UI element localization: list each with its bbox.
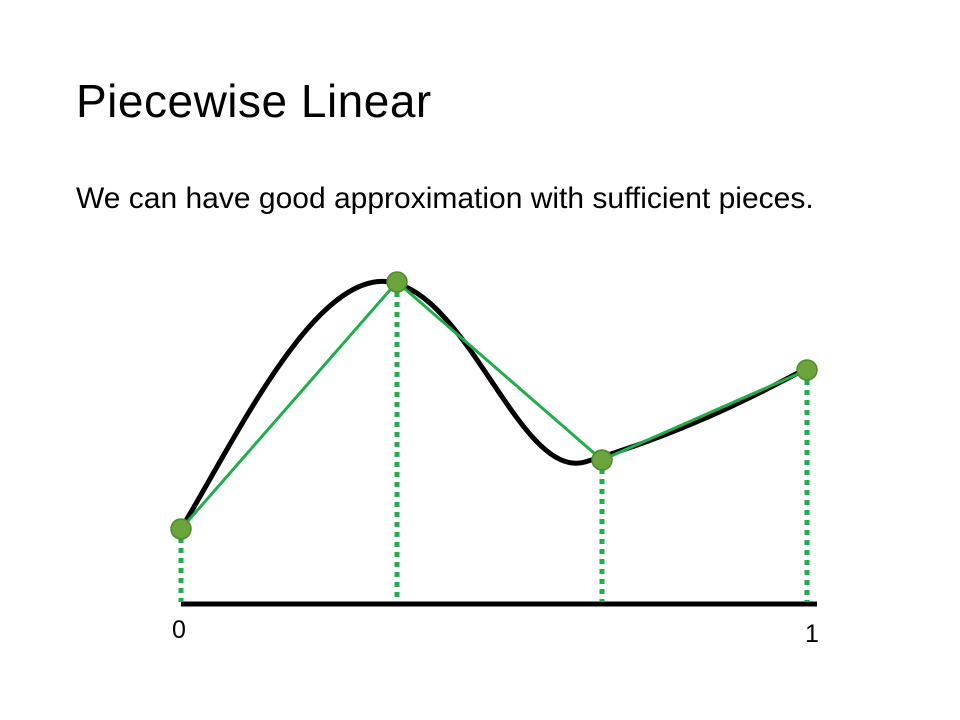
x-axis-label-end: 1 <box>805 620 819 648</box>
knot-points <box>170 271 818 540</box>
slide-title: Piecewise Linear <box>76 75 432 127</box>
knot-point-3 <box>591 449 613 471</box>
drop-lines <box>178 292 810 602</box>
knot-point-2 <box>386 271 408 293</box>
knot-point-4 <box>796 359 818 381</box>
x-axis-label-start: 0 <box>172 616 186 644</box>
piecewise-approximation <box>179 279 808 530</box>
slide-subtitle: We can have good approximation with suff… <box>76 182 814 215</box>
target-curve <box>178 279 810 532</box>
knot-point-1 <box>170 518 192 540</box>
